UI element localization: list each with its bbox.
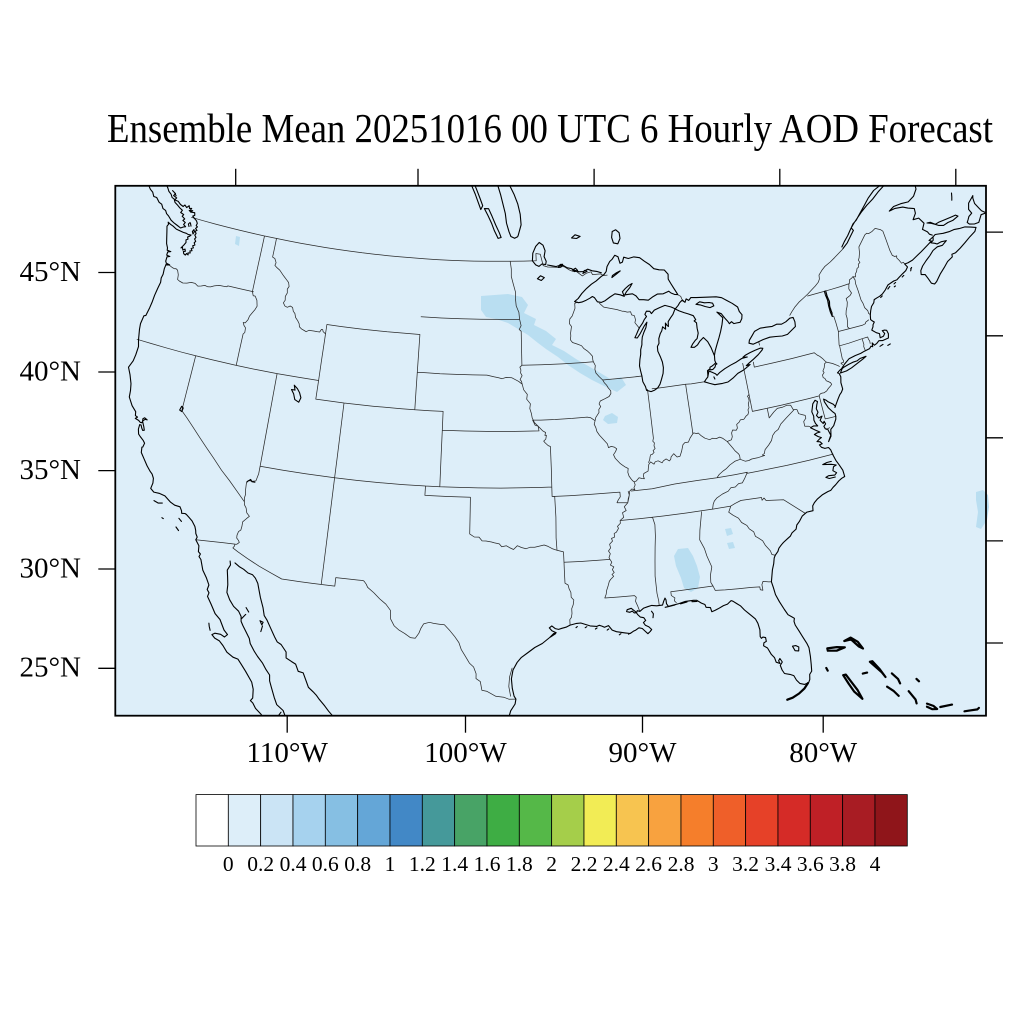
svg-text:3.6: 3.6 (797, 852, 824, 876)
svg-text:1.2: 1.2 (409, 852, 436, 876)
svg-text:80°W: 80°W (789, 737, 858, 769)
svg-text:1.6: 1.6 (474, 852, 501, 876)
svg-text:2.8: 2.8 (668, 852, 695, 876)
svg-text:35°N: 35°N (19, 454, 81, 486)
svg-text:3.2: 3.2 (732, 852, 759, 876)
svg-text:2.2: 2.2 (571, 852, 598, 876)
svg-text:3.4: 3.4 (765, 852, 792, 876)
svg-text:0.4: 0.4 (280, 852, 307, 876)
svg-text:25°N: 25°N (19, 652, 81, 684)
svg-text:0.8: 0.8 (344, 852, 371, 876)
svg-text:1.8: 1.8 (506, 852, 533, 876)
svg-text:0: 0 (223, 852, 234, 876)
svg-text:2: 2 (546, 852, 557, 876)
svg-text:1: 1 (385, 852, 396, 876)
svg-text:30°N: 30°N (19, 552, 81, 584)
svg-text:Ensemble Mean 20251016 00 UTC: Ensemble Mean 20251016 00 UTC 6 Hourly A… (107, 105, 994, 151)
svg-text:0.2: 0.2 (247, 852, 274, 876)
svg-text:3.8: 3.8 (829, 852, 856, 876)
svg-text:2.6: 2.6 (635, 852, 662, 876)
svg-text:0.6: 0.6 (312, 852, 339, 876)
svg-text:90°W: 90°W (609, 737, 678, 769)
svg-text:40°N: 40°N (19, 355, 81, 387)
svg-text:2.4: 2.4 (603, 852, 630, 876)
svg-text:100°W: 100°W (424, 737, 507, 769)
svg-text:1.4: 1.4 (441, 852, 468, 876)
svg-text:45°N: 45°N (19, 256, 81, 288)
svg-text:3: 3 (708, 852, 719, 876)
svg-text:4: 4 (870, 852, 881, 876)
svg-text:110°W: 110°W (246, 737, 328, 769)
